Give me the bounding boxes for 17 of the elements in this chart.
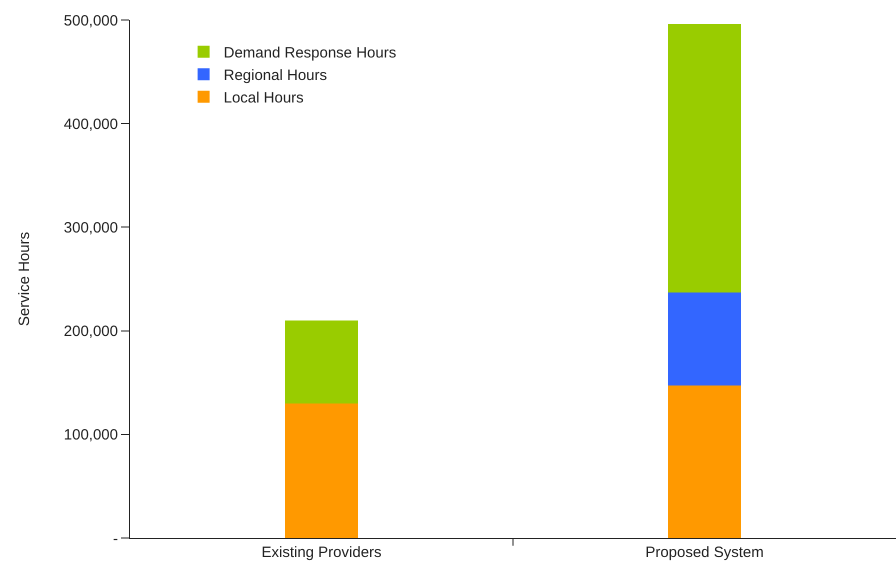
bar [668,386,741,538]
x-tick-label: Proposed System [645,544,764,561]
bar [668,292,741,386]
bar [285,320,358,404]
y-tick-label: 400,000 [64,116,118,133]
y-tick-label: - [113,530,118,548]
y-tick-label: 500,000 [64,12,118,30]
bar [285,403,358,538]
legend-label: Demand Response Hours [224,44,396,62]
y-axis-title: Service Hours [16,232,34,326]
bar [668,24,741,292]
x-tick-label: Existing Providers [261,544,382,561]
y-tick-label: 200,000 [64,323,118,340]
y-tick-label: 100,000 [64,426,118,444]
legend-label: Local Hours [224,90,304,107]
legend-label: Regional Hours [224,67,328,84]
y-tick-label: 300,000 [64,219,118,236]
